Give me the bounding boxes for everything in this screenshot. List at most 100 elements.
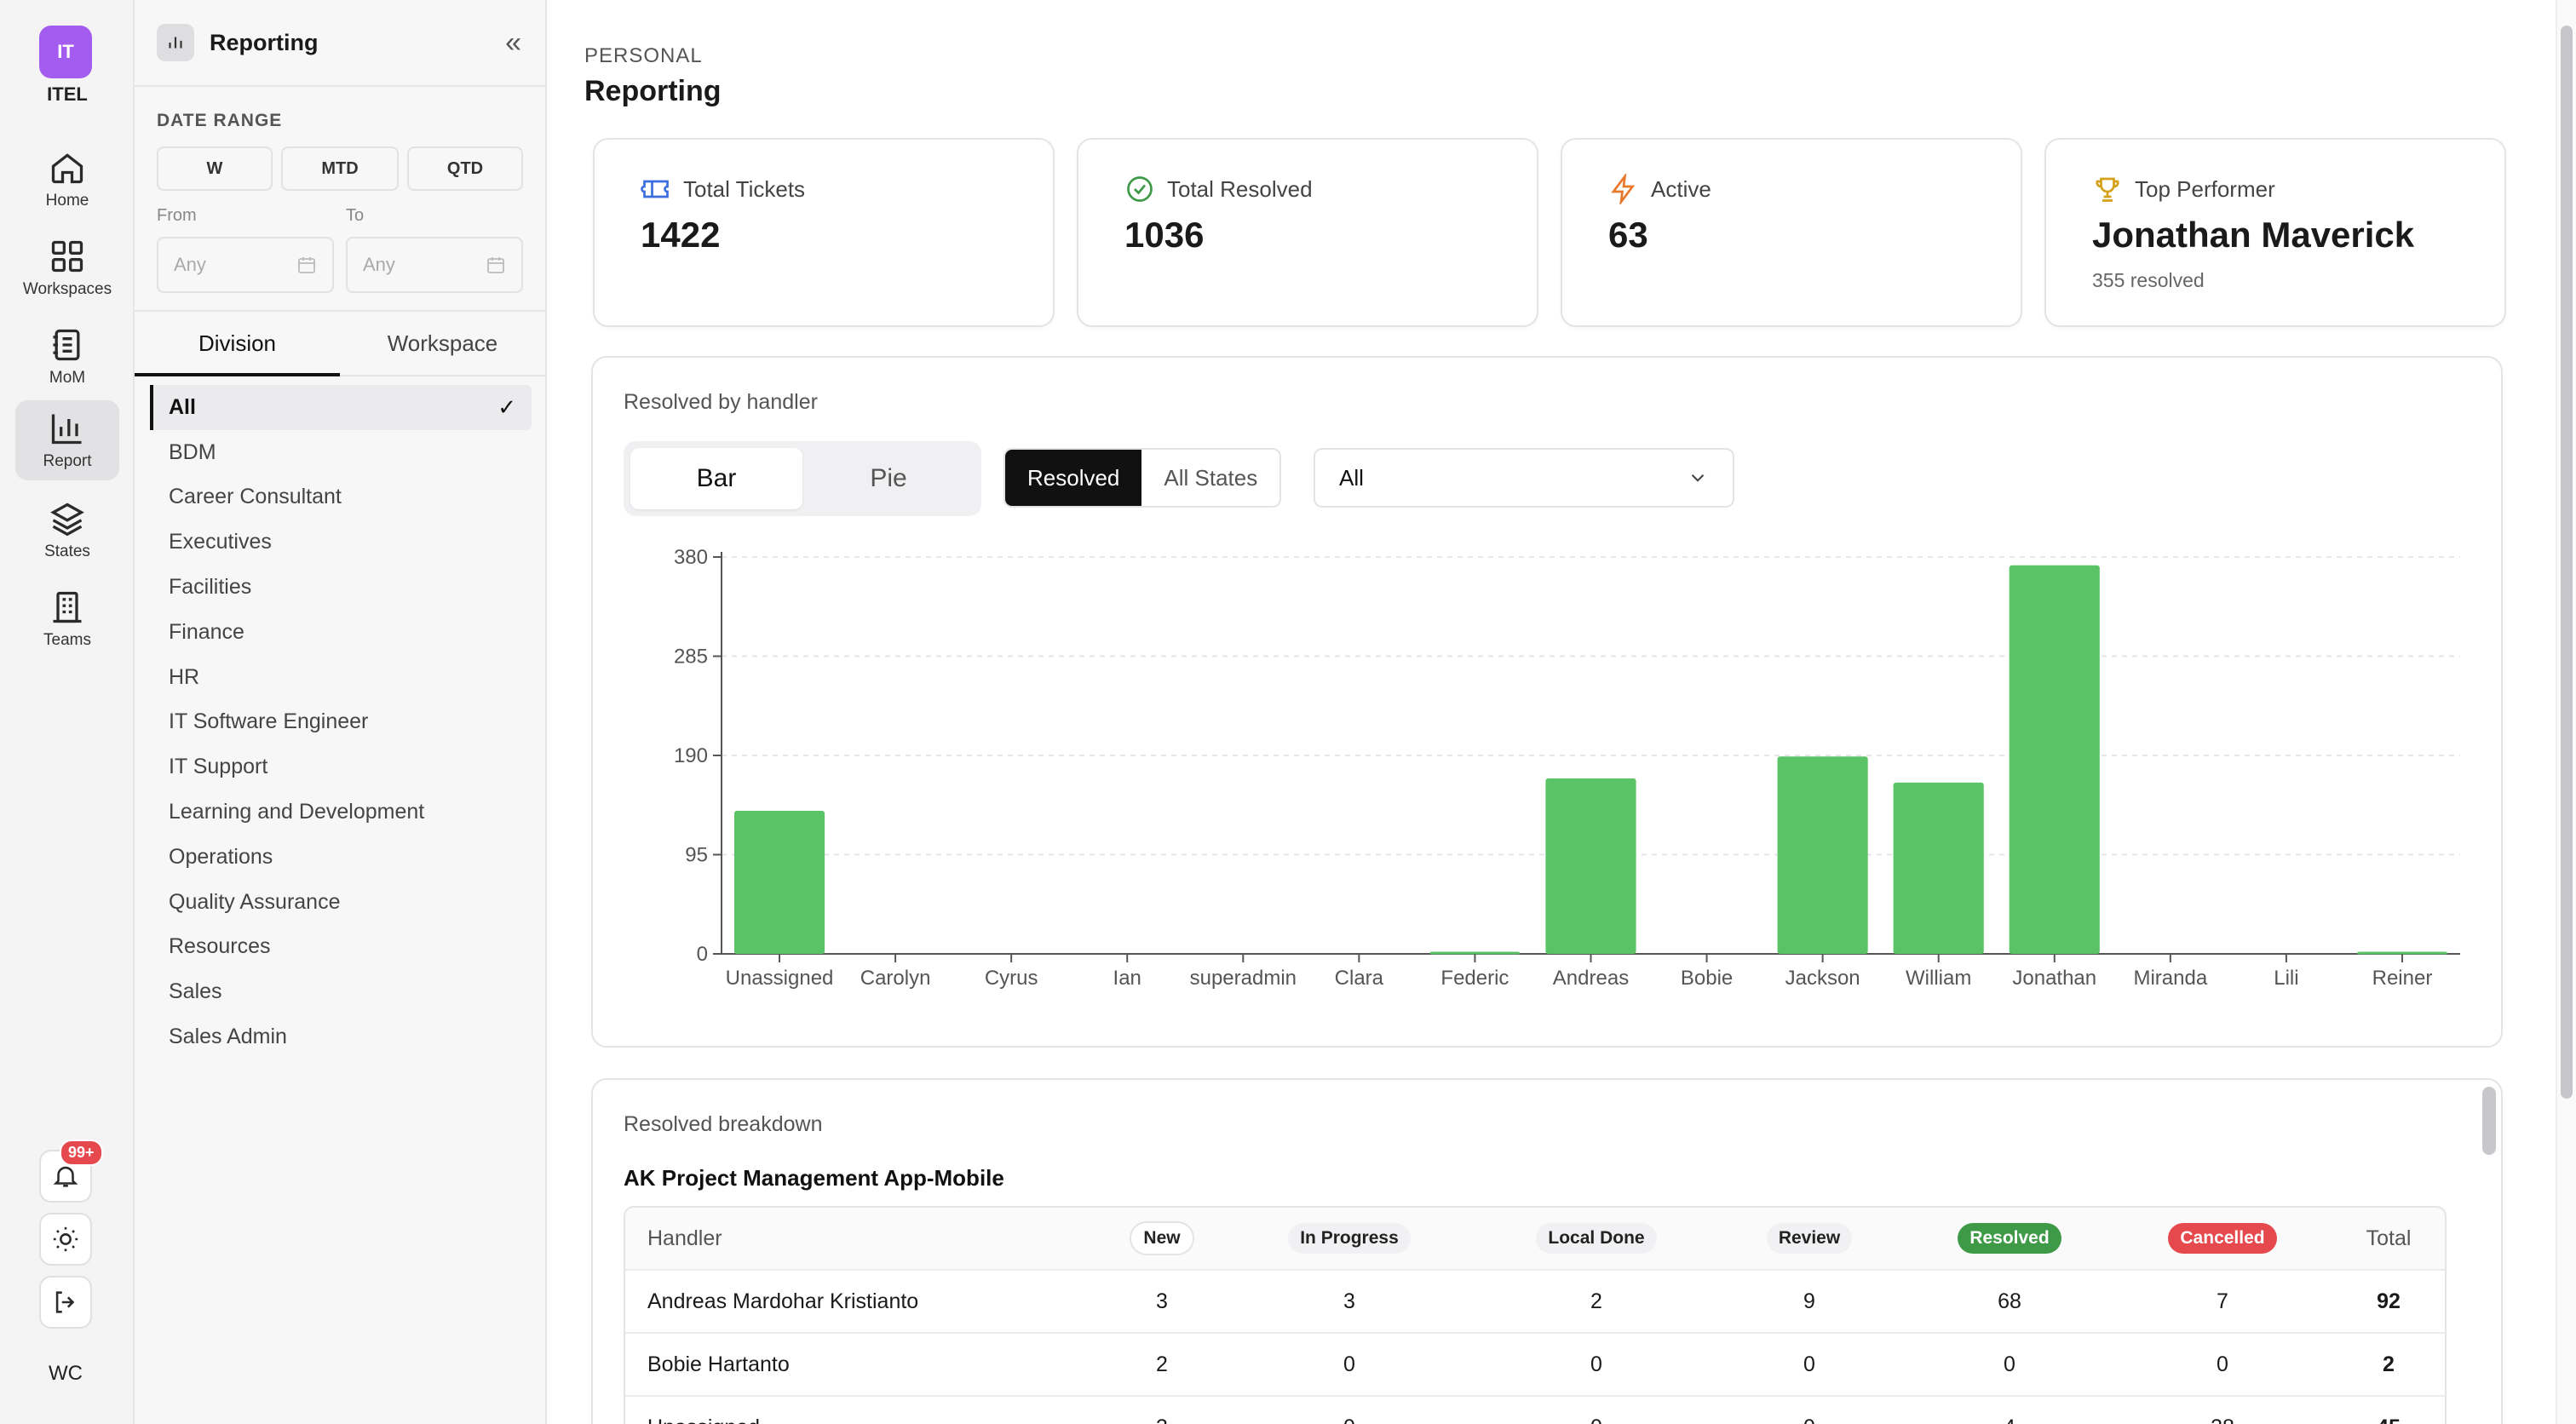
division-item[interactable]: Sales Admin	[150, 1014, 532, 1059]
division-item-label: Quality Assurance	[169, 889, 341, 914]
from-label: From	[157, 206, 197, 225]
toggle-pie[interactable]: Pie	[870, 464, 907, 492]
state-resolved-button[interactable]: Resolved	[1005, 450, 1142, 506]
rail-item-label: MoM	[49, 369, 86, 387]
state-all-button[interactable]: All States	[1164, 464, 1258, 491]
col-review-cell: Review	[1716, 1223, 1903, 1254]
division-item[interactable]: Operations	[150, 835, 532, 880]
rail-item-report[interactable]: Report	[15, 400, 119, 480]
col-resolved[interactable]: Resolved	[1958, 1223, 2061, 1254]
division-item-label: IT Support	[169, 755, 268, 779]
division-item[interactable]: Facilities	[150, 565, 532, 610]
avatar[interactable]: WC	[49, 1362, 83, 1385]
tab-division[interactable]: Division	[135, 312, 340, 376]
division-item[interactable]: Sales	[150, 969, 532, 1014]
x-tick-label: Clara	[1335, 967, 1384, 990]
range-week-button[interactable]: W	[157, 146, 273, 191]
stat-label: Total Tickets	[683, 175, 806, 202]
rail-item-teams[interactable]: Teams	[15, 579, 119, 659]
col-local-done[interactable]: Local Done	[1536, 1223, 1657, 1254]
count-cell: 4	[1903, 1415, 2116, 1424]
page-scrollbar[interactable]	[2556, 0, 2576, 1424]
col-cancelled[interactable]: Cancelled	[2168, 1223, 2277, 1254]
stat-value: 1422	[641, 215, 721, 255]
table-row[interactable]: Andreas Mardohar Kristianto 3 3 2 9 68 7 92	[625, 1271, 2445, 1334]
stat-value: 63	[1608, 215, 1648, 255]
count-cell: 38	[2116, 1415, 2329, 1424]
x-tick-label: William	[1906, 967, 1971, 990]
range-mtd-button[interactable]: MTD	[281, 146, 399, 191]
tab-workspace[interactable]: Workspace	[387, 330, 498, 356]
col-review[interactable]: Review	[1766, 1223, 1853, 1254]
panel-scrollbar[interactable]	[2482, 1087, 2496, 1155]
count-cell: 0	[1590, 1352, 1602, 1376]
count-cell: 3	[1102, 1415, 1222, 1424]
bar-andreas	[1545, 778, 1636, 954]
x-tick-label: Lili	[2274, 967, 2298, 990]
stat-card-top-performer: Top Performer Jonathan Maverick 355 reso…	[2044, 138, 2506, 327]
count-cell: 2	[1156, 1352, 1168, 1376]
layers-icon	[50, 502, 84, 537]
division-item[interactable]: Resources	[150, 925, 532, 970]
rail-item-workspaces[interactable]: Workspaces	[15, 228, 119, 308]
division-item[interactable]: Career Consultant	[150, 475, 532, 520]
col-inprogress-cell: In Progress	[1222, 1223, 1477, 1254]
from-date-input[interactable]: Any	[157, 237, 334, 293]
division-item[interactable]: BDM	[150, 430, 532, 475]
division-item[interactable]: Quality Assurance	[150, 880, 532, 925]
table-row[interactable]: Bobie Hartanto 2 0 0 0 0 0 2	[625, 1334, 2445, 1397]
division-item-label: Facilities	[169, 575, 252, 600]
resolved-bar-chart: 0 95 190 285 380 Unassigned Carolyn Cyrus Ian sup…	[674, 546, 2460, 990]
y-tick-label: 0	[697, 943, 708, 966]
check-circle-icon	[1127, 176, 1153, 202]
to-date-input[interactable]: Any	[346, 237, 523, 293]
check-icon: ✓	[497, 393, 516, 420]
theme-toggle-button[interactable]	[39, 1213, 92, 1266]
handler-select[interactable]: All	[1314, 448, 1734, 508]
division-item-label: Sales Admin	[169, 1025, 287, 1049]
division-item[interactable]: IT Software Engineer	[150, 700, 532, 745]
collapse-sidebar-icon[interactable]: «	[505, 26, 521, 59]
rail-item-states[interactable]: States	[15, 491, 119, 571]
stat-card-total-tickets: Total Tickets 1422	[593, 138, 1055, 327]
rail-item-label: Report	[43, 452, 92, 470]
notification-count-badge: 99+	[60, 1140, 103, 1166]
division-item[interactable]: Learning and Development	[150, 790, 532, 835]
x-tick-label: Ian	[1113, 967, 1141, 990]
division-item[interactable]: HR	[150, 655, 532, 700]
toggle-bar[interactable]: Bar	[630, 448, 802, 509]
col-new[interactable]: New	[1130, 1221, 1194, 1255]
page-scrollbar-thumb[interactable]	[2561, 26, 2573, 1099]
y-tick-label: 95	[685, 844, 708, 867]
count-cell: 0	[1477, 1415, 1716, 1424]
division-item[interactable]: Finance	[150, 610, 532, 655]
table-row[interactable]: Unassigned300043845	[625, 1397, 2445, 1424]
org-logo[interactable]: IT	[39, 26, 92, 78]
rail-item-mom[interactable]: MoM	[15, 317, 119, 397]
stat-label: Total Resolved	[1167, 175, 1313, 202]
count-cell: 92	[2377, 1289, 2401, 1313]
col-total[interactable]: Total	[2366, 1226, 2412, 1250]
x-tick-label: Jonathan	[2012, 967, 2096, 990]
col-in-progress[interactable]: In Progress	[1288, 1223, 1411, 1254]
division-item[interactable]: All ✓	[150, 385, 532, 430]
bar-jackson	[1777, 756, 1868, 954]
x-tick-label: Reiner	[2372, 967, 2433, 990]
division-item[interactable]: Executives	[150, 520, 532, 565]
grid-icon	[51, 240, 83, 273]
home-icon	[51, 153, 83, 184]
handler-name-cell: Andreas Mardohar Kristianto	[647, 1289, 919, 1313]
range-qtd-button[interactable]: QTD	[407, 146, 523, 191]
rail-item-label: Teams	[43, 631, 91, 649]
filter-header: Reporting «	[135, 0, 545, 87]
division-item[interactable]: IT Support	[150, 744, 532, 790]
rail-item-home[interactable]: Home	[15, 140, 119, 220]
division-list: All ✓ BDM Career Consultant Executives Facili…	[150, 385, 532, 1059]
division-item-label: BDM	[169, 439, 216, 464]
stat-value: 1036	[1124, 215, 1205, 255]
col-handler[interactable]: Handler	[647, 1226, 722, 1250]
logout-button[interactable]	[39, 1276, 92, 1329]
stat-label: Active	[1651, 175, 1711, 202]
count-cell: 0	[1343, 1352, 1355, 1376]
calendar-icon	[487, 257, 504, 273]
